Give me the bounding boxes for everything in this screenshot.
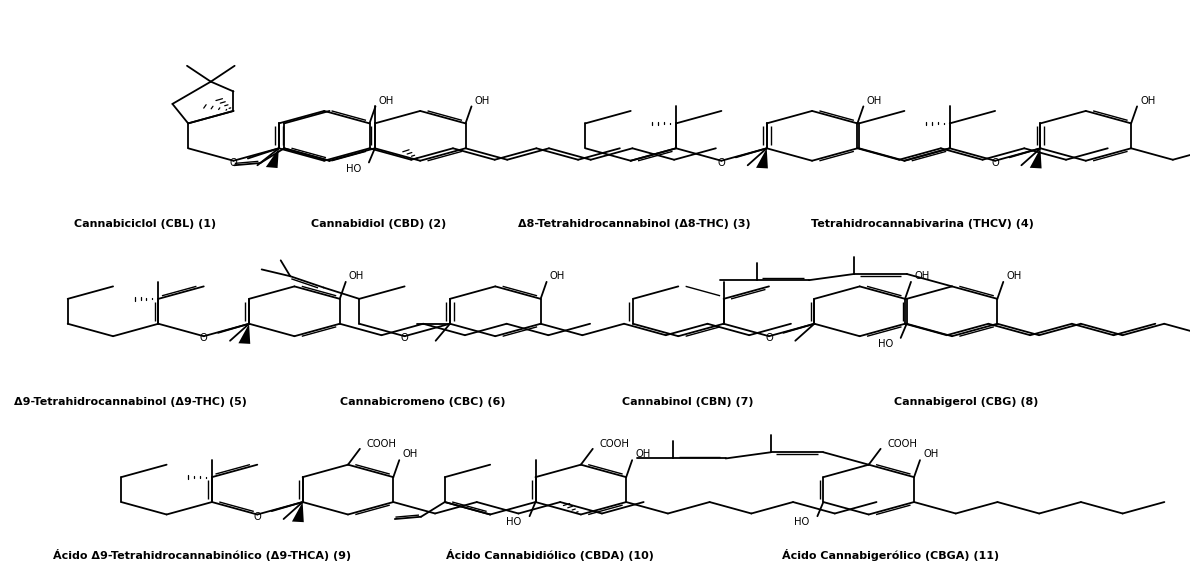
Text: COOH: COOH — [887, 439, 917, 449]
Text: OH: OH — [402, 449, 418, 460]
Text: OH: OH — [550, 271, 565, 281]
Text: COOH: COOH — [600, 439, 630, 449]
Polygon shape — [756, 148, 768, 169]
Text: OH: OH — [1007, 271, 1022, 281]
Text: Ácido Cannabidiólico (CBDA) (10): Ácido Cannabidiólico (CBDA) (10) — [446, 548, 653, 561]
Text: Cannabinol (CBN) (7): Cannabinol (CBN) (7) — [622, 397, 753, 407]
Text: OH: OH — [914, 271, 929, 281]
Text: O: O — [991, 158, 998, 168]
Text: OH: OH — [475, 96, 490, 106]
Text: O: O — [401, 333, 408, 344]
Text: Cannabicromeno (CBC) (6): Cannabicromeno (CBC) (6) — [339, 397, 506, 407]
Text: Cannabigerol (CBG) (8): Cannabigerol (CBG) (8) — [894, 397, 1039, 407]
Text: OH: OH — [378, 96, 394, 106]
Text: OH: OH — [1140, 96, 1155, 106]
Text: O: O — [765, 333, 772, 344]
Text: HO: HO — [346, 164, 361, 174]
Text: OH: OH — [349, 271, 364, 281]
Text: Tetrahidrocannabivarina (THCV) (4): Tetrahidrocannabivarina (THCV) (4) — [810, 218, 1034, 229]
Text: COOH: COOH — [367, 439, 396, 449]
Text: Ácido Cannabigerólico (CBGA) (11): Ácido Cannabigerólico (CBGA) (11) — [782, 548, 998, 561]
Text: Cannabidiol (CBD) (2): Cannabidiol (CBD) (2) — [311, 218, 446, 229]
Text: Δ8-Tetrahidrocannabinol (Δ8-THC) (3): Δ8-Tetrahidrocannabinol (Δ8-THC) (3) — [518, 218, 751, 229]
Text: Cannabiciclol (CBL) (1): Cannabiciclol (CBL) (1) — [74, 218, 217, 229]
Polygon shape — [292, 502, 303, 522]
Text: Δ9-Tetrahidrocannabinol (Δ9-THC) (5): Δ9-Tetrahidrocannabinol (Δ9-THC) (5) — [14, 397, 248, 407]
Polygon shape — [238, 324, 250, 344]
Text: O: O — [230, 158, 237, 168]
Polygon shape — [265, 148, 278, 168]
Text: OH: OH — [923, 449, 939, 460]
Text: HO: HO — [507, 517, 521, 528]
Text: HO: HO — [877, 339, 892, 349]
Text: HO: HO — [794, 517, 809, 528]
Text: OH: OH — [635, 449, 651, 460]
Polygon shape — [1029, 148, 1041, 169]
Text: O: O — [718, 158, 725, 168]
Text: Ácido Δ9-Tetrahidrocannabinólico (Δ9-THCA) (9): Ácido Δ9-Tetrahidrocannabinólico (Δ9-THC… — [54, 548, 351, 561]
Text: O: O — [253, 512, 261, 522]
Text: O: O — [200, 333, 207, 344]
Text: OH: OH — [866, 96, 882, 106]
